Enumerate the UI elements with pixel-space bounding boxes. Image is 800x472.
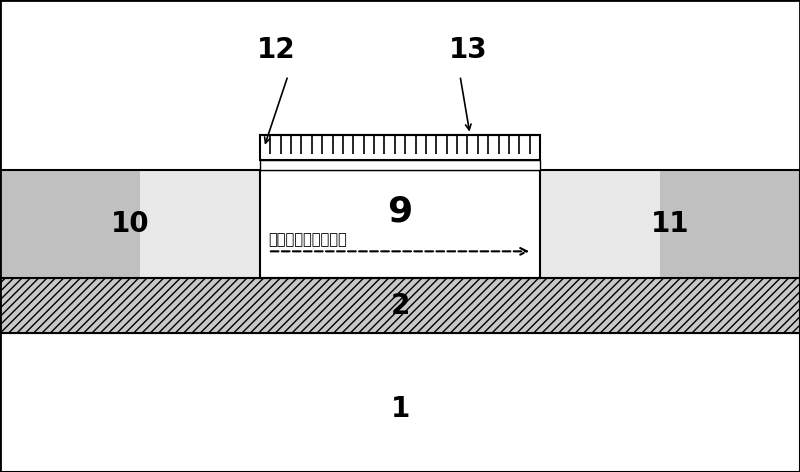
Bar <box>260 135 540 160</box>
Text: 背樯效应引起的漏电: 背樯效应引起的漏电 <box>268 232 346 247</box>
Bar <box>0 278 800 333</box>
Bar <box>0 170 800 278</box>
Text: 10: 10 <box>110 210 150 238</box>
Bar <box>0 170 140 278</box>
Bar <box>540 170 660 278</box>
Text: 11: 11 <box>650 210 690 238</box>
Bar <box>260 160 540 170</box>
Bar <box>260 170 540 278</box>
Bar <box>660 170 800 278</box>
Text: 1: 1 <box>390 396 410 423</box>
Text: 12: 12 <box>257 35 295 64</box>
Text: 9: 9 <box>387 194 413 228</box>
Text: 13: 13 <box>449 35 487 64</box>
Bar <box>140 170 260 278</box>
Bar <box>0 333 800 472</box>
Text: 2: 2 <box>390 292 410 320</box>
